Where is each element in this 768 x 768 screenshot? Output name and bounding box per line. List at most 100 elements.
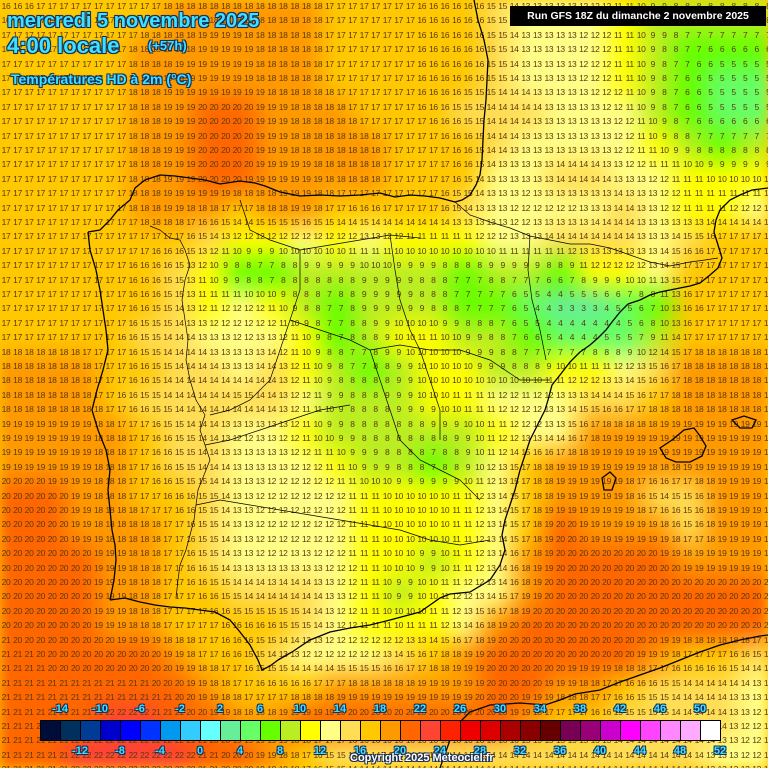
grid-temperature-value: 15 [174,476,184,487]
grid-temperature-value: 15 [486,1,496,11]
grid-temperature-value: 19 [267,145,277,155]
grid-temperature-value: 16 [151,289,161,299]
grid-temperature-value: 12 [232,231,242,242]
grid-temperature-value: 17 [348,15,357,26]
grid-temperature-value: 15 [648,490,658,501]
grid-temperature-value: 12 [244,332,254,343]
grid-temperature-value: 19 [706,461,715,472]
grid-temperature-value: 13 [232,505,242,515]
grid-temperature-value: 17 [59,274,69,285]
grid-temperature-value: 18 [163,58,173,69]
grid-temperature-value: 13 [255,332,265,343]
grid-temperature-value: 17 [59,15,69,26]
grid-temperature-value: 8 [373,375,378,386]
grid-temperature-value: 20 [47,533,57,544]
grid-temperature-value: 8 [350,404,355,415]
grid-temperature-value: 9 [396,389,401,400]
grid-temperature-value: 9 [408,289,413,299]
grid-temperature-value: 7 [338,303,344,314]
grid-temperature-value: 19 [613,447,623,458]
grid-temperature-value: 18 [763,346,768,357]
grid-temperature-value: 17 [117,217,126,227]
grid-temperature-value: 13 [613,375,623,386]
grid-temperature-value: 18 [93,461,103,472]
grid-temperature-value: 17 [117,130,126,141]
grid-temperature-value: 4 [535,303,540,314]
grid-temperature-value: 18 [648,404,658,415]
grid-temperature-value: 13 [475,202,485,213]
grid-temperature-value: 14 [590,159,600,170]
grid-temperature-value: 10 [209,274,219,285]
grid-temperature-value: 17 [93,389,103,400]
grid-temperature-value: 9 [454,476,459,487]
grid-temperature-value: 11 [510,245,519,256]
grid-temperature-value: 18 [140,87,150,98]
grid-temperature-value: 9 [442,317,448,328]
grid-temperature-value: 17 [82,303,92,314]
grid-temperature-value: 19 [706,418,715,429]
grid-temperature-value: 9 [384,389,390,400]
grid-temperature-value: 13 [682,217,692,227]
grid-temperature-value: 19 [244,173,254,184]
grid-temperature-value: 17 [82,346,92,357]
grid-temperature-value: 14 [209,433,219,443]
grid-temperature-value: 17 [47,44,57,55]
grid-temperature-value: 8 [361,418,367,429]
grid-temperature-value: 10 [440,346,450,357]
grid-temperature-value: 11 [637,145,646,155]
grid-temperature-value: 17 [93,29,103,40]
grid-temperature-value: 7 [627,289,632,299]
grid-temperature-value: 5 [535,289,540,299]
grid-temperature-value: 17 [93,245,103,256]
grid-temperature-value: 12 [324,490,334,501]
grid-temperature-value: 13 [636,173,646,184]
grid-temperature-value: 15 [359,217,369,227]
grid-temperature-value: 18 [532,461,542,472]
grid-temperature-value: 15 [313,217,323,227]
grid-temperature-value: 15 [486,29,496,40]
grid-temperature-value: 12 [602,260,612,271]
grid-temperature-value: 7 [673,87,679,98]
grid-temperature-value: 18 [36,404,46,415]
regional-border [289,319,481,501]
grid-temperature-value: 14 [163,389,173,400]
grid-temperature-value: 19 [278,116,288,127]
grid-temperature-value: 10 [452,404,461,415]
grid-temperature-value: 13 [544,188,554,199]
grid-temperature-value: 11 [302,361,311,371]
grid-temperature-value: 3 [581,303,586,314]
grid-temperature-value: 20 [82,548,92,559]
grid-temperature-value: 15 [186,447,196,458]
grid-temperature-value: 9 [338,418,344,429]
grid-temperature-value: 10 [636,73,646,83]
grid-temperature-value: 17 [174,519,184,530]
grid-temperature-value: 13 [232,461,242,472]
grid-temperature-value: 19 [648,519,658,530]
grid-temperature-value: 18 [278,1,288,11]
grid-temperature-value: 18 [336,173,346,184]
grid-temperature-value: 17 [521,476,531,487]
grid-temperature-value: 8 [361,389,367,400]
grid-temperature-value: 19 [244,58,254,69]
grid-temperature-value: 11 [290,346,300,357]
grid-temperature-value: 7 [569,346,575,357]
legend-swatch [81,721,101,740]
grid-temperature-value: 16 [140,375,150,386]
grid-temperature-value: 18 [186,202,196,213]
grid-temperature-value: 8 [742,145,748,155]
grid-temperature-value: 17 [82,188,92,199]
grid-temperature-value: 19 [255,87,265,98]
grid-temperature-value: 17 [521,461,531,472]
grid-temperature-value: 19 [163,188,173,199]
grid-temperature-value: 17 [117,87,126,98]
grid-temperature-value: 11 [313,389,323,400]
legend-label-bottom: 36 [553,745,567,757]
grid-temperature-value: 10 [475,433,485,443]
grid-temperature-value: 16 [694,245,704,256]
grid-temperature-value: 15 [486,58,496,69]
grid-temperature-value: 17 [371,15,381,26]
grid-temperature-value: 16 [151,433,161,443]
grid-temperature-value: 8 [592,346,598,357]
grid-temperature-value: 9 [419,476,425,487]
